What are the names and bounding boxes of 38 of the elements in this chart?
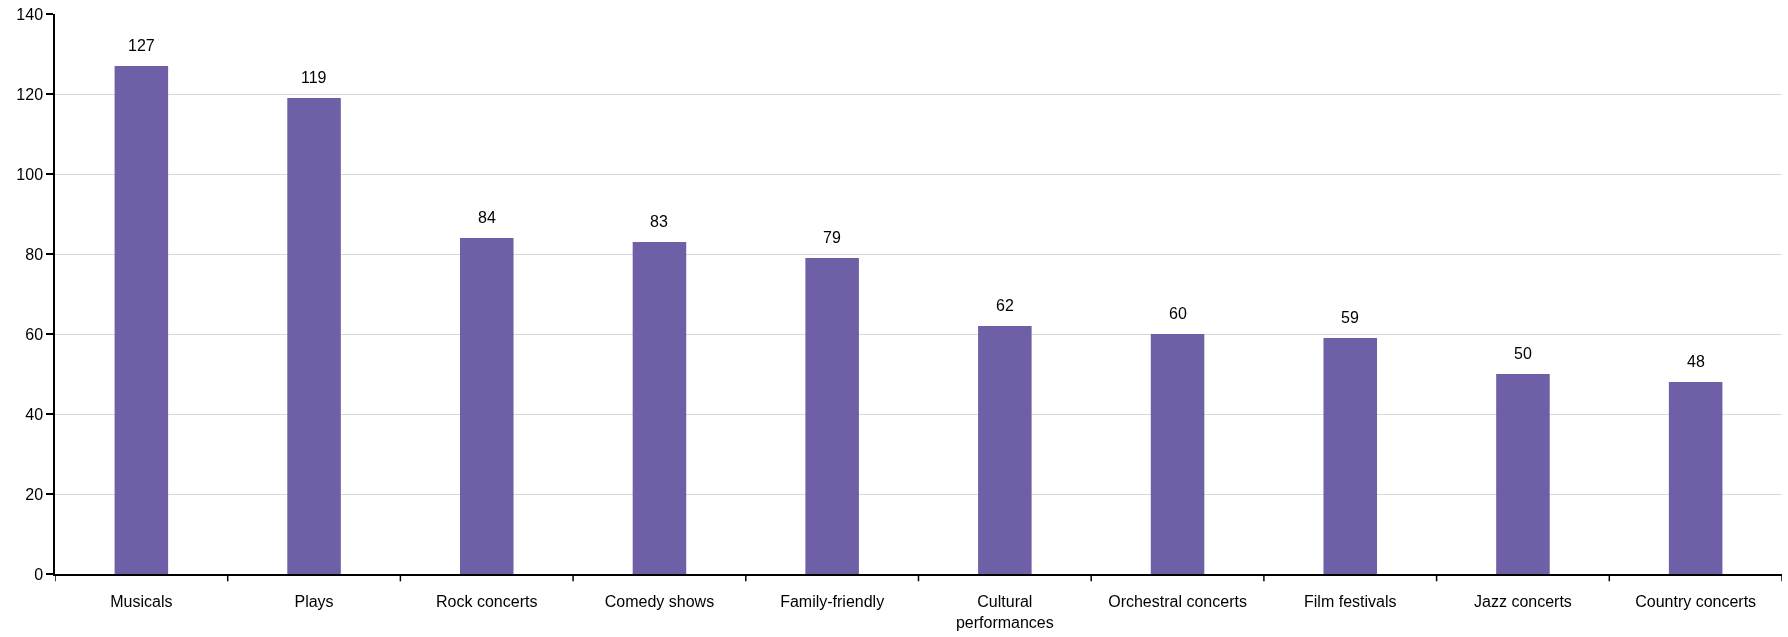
bar (978, 326, 1032, 574)
y-tick-label: 140 (16, 5, 44, 23)
bar (1150, 334, 1205, 574)
x-tick-label: Rock concerts (436, 592, 538, 610)
bar (459, 238, 514, 574)
data-label: 119 (301, 69, 327, 86)
data-label: 48 (1687, 353, 1705, 370)
data-label: 79 (823, 229, 841, 246)
y-tick-label: 0 (34, 565, 44, 583)
y-tick-label: 20 (25, 485, 44, 503)
x-tick-label: Country concerts (1635, 592, 1757, 610)
data-label: 84 (478, 209, 496, 226)
x-tick-label: Film festivals (1304, 592, 1397, 610)
y-tick-label: 100 (16, 165, 44, 183)
y-tick-label: 120 (16, 85, 44, 103)
bar (632, 242, 687, 574)
x-tick-label: Musicals (110, 592, 173, 610)
bar (114, 66, 169, 574)
x-tick-label: Family-friendly (780, 592, 885, 610)
bar (287, 98, 341, 574)
x-tick-label: Comedy shows (604, 592, 715, 610)
y-tick-label: 60 (25, 325, 44, 343)
data-label: 60 (1169, 305, 1187, 322)
y-tick-label: 40 (25, 405, 44, 423)
x-tick-label: Cultural performances (955, 592, 1054, 631)
y-tick-label: 80 (25, 245, 44, 263)
x-tick-label: Orchestral concerts (1108, 592, 1247, 610)
data-label: 50 (1514, 345, 1532, 362)
x-tick-label: Plays (294, 592, 334, 610)
data-label: 83 (650, 213, 668, 230)
bar (805, 258, 859, 574)
data-label: 127 (128, 37, 155, 54)
bar (1496, 374, 1550, 574)
bar (1323, 338, 1378, 574)
data-label: 59 (1341, 309, 1359, 326)
bar (1668, 382, 1723, 574)
x-tick-label: Jazz concerts (1474, 592, 1572, 610)
data-label: 62 (996, 297, 1014, 314)
